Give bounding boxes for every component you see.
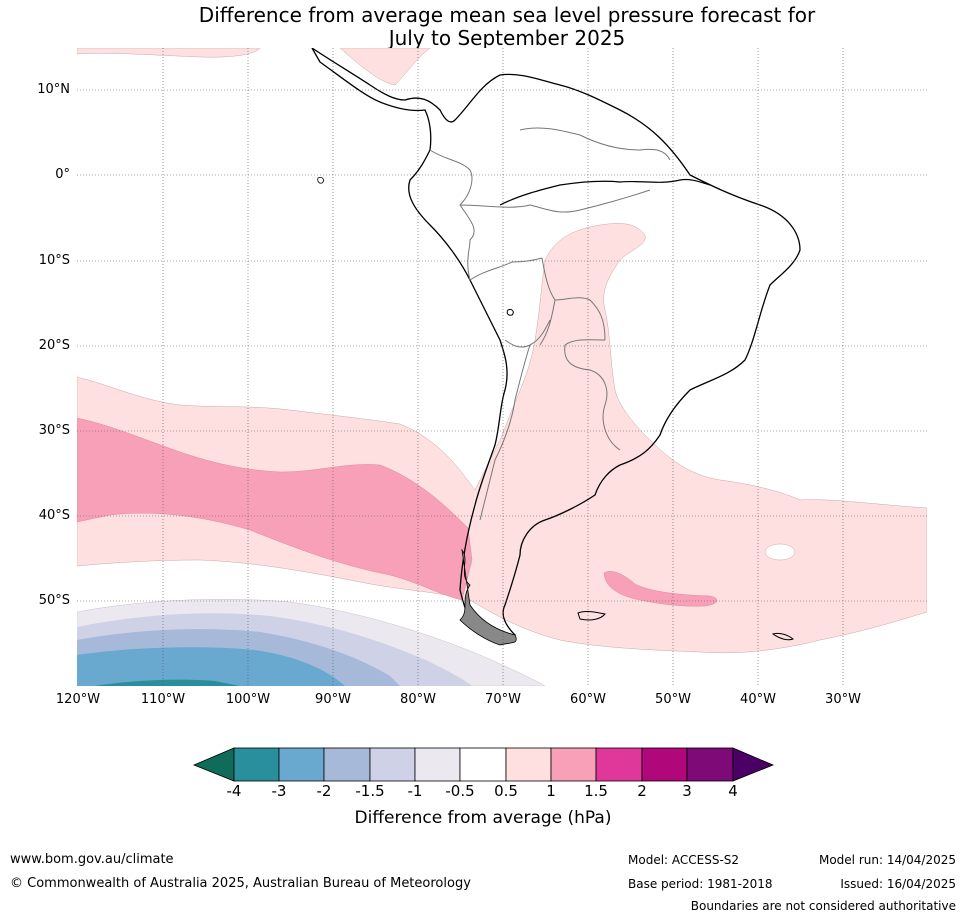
south-america-coastline: [311, 48, 801, 640]
negative-anomaly-2: [77, 647, 345, 686]
map-title: Difference from average mean sea level p…: [0, 4, 965, 50]
colorbar-tick-4: 4: [728, 782, 738, 800]
lon-label-60w: 60°W: [570, 692, 606, 707]
title-line-2: July to September 2025: [388, 26, 626, 50]
colorbar-bin-1: [550, 747, 597, 782]
model-run-date: Model run: 14/04/2025: [818, 853, 956, 867]
boundaries-disclaimer: Boundaries are not considered authoritat…: [690, 899, 956, 913]
patagonia-islands: [459, 548, 517, 646]
model-name: Model: ACCESS-S2: [628, 853, 740, 867]
colorbar-bin-1.5: [595, 747, 643, 782]
colorbar-tick--1.5: -1.5: [355, 782, 385, 800]
colorbar-tick-2: 2: [637, 782, 647, 800]
colorbar-bin--2: [323, 747, 371, 782]
website-link[interactable]: www.bom.gov.au/climate: [10, 852, 174, 867]
title-line-1: Difference from average mean sea level p…: [198, 3, 816, 27]
south-georgia: [771, 632, 794, 641]
lon-label-110w: 110°W: [140, 692, 186, 707]
positive-anomaly-1-band: [77, 417, 473, 601]
lat-label-50s: 50°S: [38, 593, 70, 608]
colorbar-tick--0.5: -0.5: [445, 782, 475, 800]
lon-label-80w: 80°W: [400, 692, 436, 707]
colorbar-label: Difference from average (hPa): [354, 808, 612, 828]
colorbar-bin--1: [414, 747, 461, 782]
lat-label-0: 0°: [55, 167, 70, 182]
colorbar-min-arrow: [192, 747, 235, 782]
lon-label-100w: 100°W: [225, 692, 271, 707]
colorbar-tick--2: -2: [316, 782, 332, 800]
colorbar-tick-1.5: 1.5: [584, 782, 608, 800]
falkland-islands: [577, 610, 606, 621]
colorbar-bin-3: [686, 747, 734, 782]
lon-label-50w: 50°W: [655, 692, 691, 707]
galapagos: [317, 177, 325, 184]
country-borders: [429, 127, 671, 521]
lon-label-90w: 90°W: [315, 692, 351, 707]
positive-anomaly-0.5-caribbean: [339, 48, 431, 86]
colorbar-tick--4: -4: [226, 782, 242, 800]
colorbar-tick-1: 1: [546, 782, 556, 800]
positive-anomaly-0.5-north: [77, 48, 261, 58]
colorbar-bin--1.5: [369, 747, 416, 782]
lat-label-10s: 10°S: [38, 253, 70, 268]
colorbar-max-arrow: [732, 747, 775, 782]
lat-label-40s: 40°S: [38, 508, 70, 523]
lon-label-40w: 40°W: [740, 692, 776, 707]
colorbar-tick-3: 3: [682, 782, 692, 800]
lake-titicaca: [506, 309, 514, 316]
gridlines: [77, 48, 927, 686]
base-period: Base period: 1981-2018: [628, 877, 773, 891]
neutral-hole-south-atlantic: [764, 543, 796, 561]
negative-anomaly-3: [95, 679, 240, 686]
colorbar-tick-0.5: 0.5: [494, 782, 518, 800]
colorbar-bin--4: [233, 747, 280, 782]
lon-label-120w: 120°W: [55, 692, 101, 707]
pressure-anomaly-map: [77, 48, 927, 686]
issued-date: Issued: 16/04/2025: [840, 877, 956, 891]
copyright-notice: © Commonwealth of Australia 2025, Austra…: [10, 876, 471, 891]
colorbar-bin--3: [278, 747, 325, 782]
colorbar-bin-neutral: [459, 747, 507, 782]
colorbar-tick--3: -3: [271, 782, 287, 800]
lat-label-30s: 30°S: [38, 423, 70, 438]
lon-label-70w: 70°W: [485, 692, 521, 707]
lat-label-20s: 20°S: [38, 338, 70, 353]
colorbar-bin-0.5: [505, 747, 552, 782]
colorbar-tick--1: -1: [407, 782, 423, 800]
amazon-river: [499, 178, 711, 206]
lon-label-30w: 30°W: [825, 692, 861, 707]
colorbar-bin-2: [641, 747, 688, 782]
lat-label-10n: 10°N: [37, 82, 70, 97]
